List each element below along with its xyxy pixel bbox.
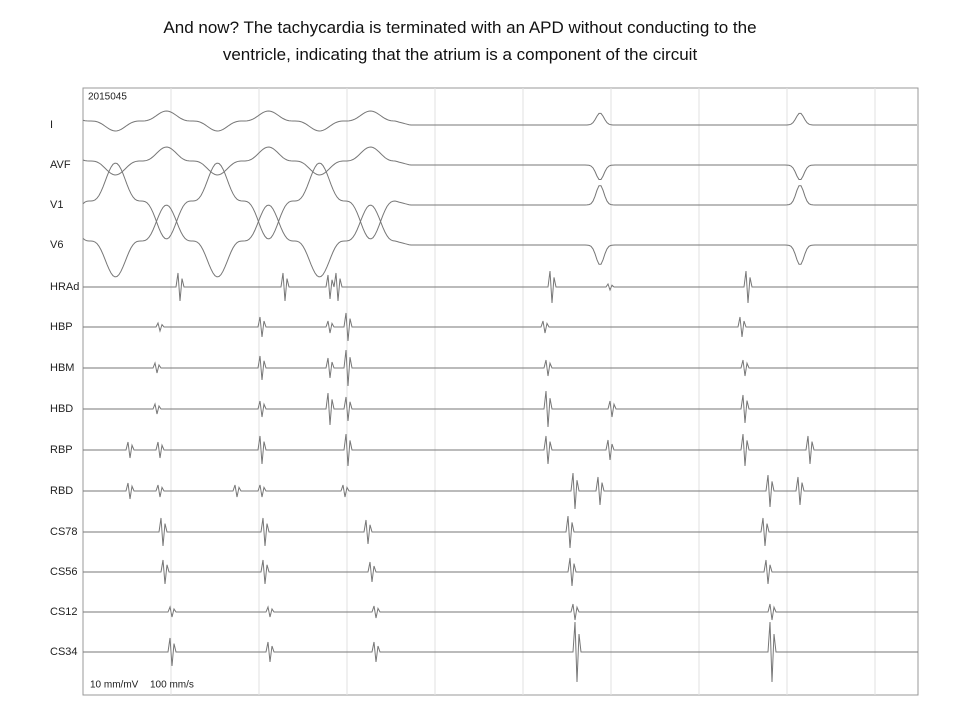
channel-label: HBM bbox=[50, 362, 74, 374]
title-line: ventricle, indicating that the atrium is… bbox=[223, 45, 698, 64]
surface-lead-trace bbox=[82, 162, 917, 240]
intracardiac-trace bbox=[83, 270, 918, 304]
intracardiac-trace bbox=[83, 515, 918, 549]
channel-label: CS78 bbox=[50, 526, 78, 538]
channel-label: RBP bbox=[50, 444, 73, 456]
title-line: And now? The tachycardia is terminated w… bbox=[163, 18, 756, 37]
intracardiac-trace bbox=[83, 433, 918, 467]
channel-label: V6 bbox=[50, 239, 63, 251]
grid bbox=[170, 88, 876, 695]
intracardiac-trace bbox=[83, 621, 918, 683]
channel-label: HBD bbox=[50, 403, 73, 415]
surface-lead-trace bbox=[82, 204, 917, 278]
intracardiac-trace bbox=[83, 603, 918, 621]
intracardiac-trace bbox=[83, 557, 918, 587]
intracardiac-trace bbox=[83, 390, 918, 428]
surface-lead-trace bbox=[82, 110, 917, 132]
channel-label: V1 bbox=[50, 199, 63, 211]
channel-label: RBD bbox=[50, 485, 73, 497]
intracardiac-trace bbox=[83, 312, 918, 342]
channel-label: CS56 bbox=[50, 566, 78, 578]
recording-id: 2015045 bbox=[88, 92, 127, 103]
channel-label: CS12 bbox=[50, 606, 78, 618]
intracardiac-trace bbox=[83, 349, 918, 387]
channel-label: HBP bbox=[50, 321, 73, 333]
channel-label: I bbox=[50, 119, 53, 131]
gain: 10 mm/mV bbox=[90, 680, 139, 691]
waveforms bbox=[82, 110, 918, 683]
channel-label: CS34 bbox=[50, 646, 78, 658]
speed: 100 mm/s bbox=[150, 680, 194, 691]
surface-lead-trace bbox=[82, 146, 917, 180]
channel-label: AVF bbox=[50, 159, 71, 171]
channel-label: HRAd bbox=[50, 281, 79, 293]
channel-labels: I AVF V1 V6 HRAd HBP HBM HBD RBP RBD CS78 CS56 CS12 C… bbox=[50, 119, 79, 658]
intracardiac-trace bbox=[83, 472, 918, 510]
tracing-panel bbox=[82, 87, 919, 696]
